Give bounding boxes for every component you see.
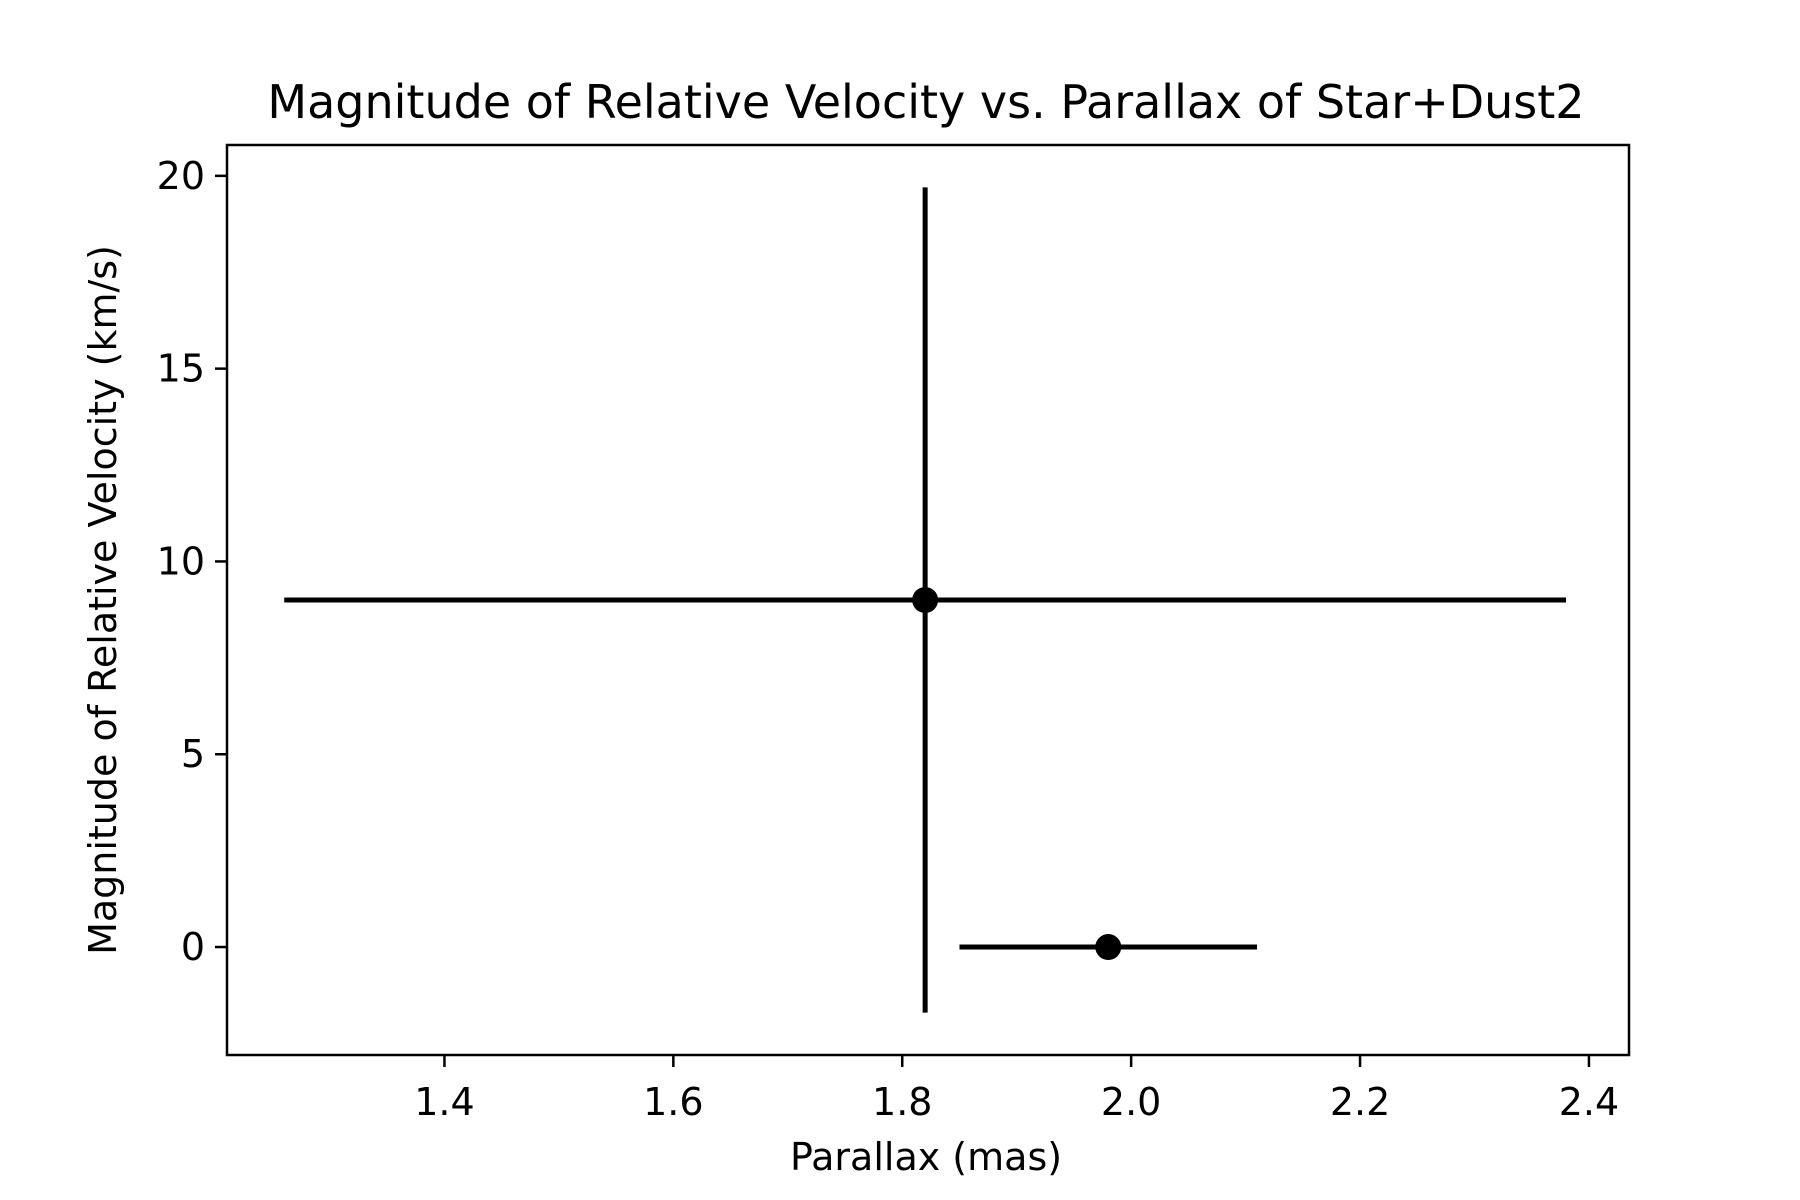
y-tick-label: 0 <box>181 925 205 969</box>
plot-area: 1.4 1.6 1.8 2.0 2.2 2.4 0 5 10 15 20 <box>157 143 1631 1124</box>
y-tick-label: 5 <box>181 732 205 776</box>
data-point <box>1095 934 1122 961</box>
y-tick-label: 20 <box>157 154 205 198</box>
x-tick-label: 2.4 <box>1559 1080 1619 1124</box>
x-tick-label: 2.2 <box>1330 1080 1390 1124</box>
x-tick-label: 1.6 <box>643 1080 703 1124</box>
data-point <box>912 587 939 613</box>
plot-frame <box>225 143 1631 1057</box>
x-tick-label: 1.4 <box>414 1080 474 1124</box>
chart-title: Magnitude of Relative Velocity vs. Paral… <box>267 75 1584 129</box>
y-tick-label: 10 <box>157 539 205 583</box>
x-tick-label: 2.0 <box>1101 1080 1161 1124</box>
x-axis-label: Parallax (mas) <box>790 1135 1062 1179</box>
x-tick-label: 1.8 <box>872 1080 932 1124</box>
y-tick-label: 15 <box>157 347 205 391</box>
y-axis-label: Magnitude of Relative Velocity (km/s) <box>81 245 125 955</box>
